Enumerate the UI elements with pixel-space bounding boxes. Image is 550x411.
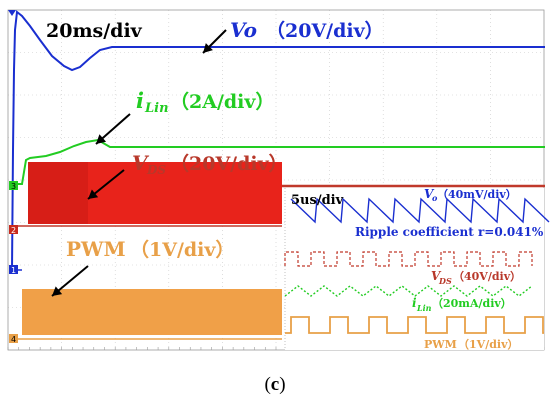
scope-frame [7,9,545,351]
pwm-switching-band [22,289,282,335]
channel-marker-3-icon [9,181,18,190]
vds-sub-label: DS [146,163,166,177]
inset-vo-sub-label: o [432,193,438,203]
channel-markers: 3 2 1 4 [8,10,18,344]
inset-vo-scale-label: （40mV/div） [437,188,517,201]
scope-grid [7,10,545,350]
channel-marker-3-label: 3 [11,182,16,191]
ilin-name-label: i [136,88,144,113]
inset-background [285,188,544,350]
vds-transient-band [28,162,88,224]
pwm-name-label: PWM [66,237,126,261]
vo-arrow-head-icon [203,43,213,53]
inset-pwm-scale-label: （1V/div） [458,338,518,351]
inset-vds-sub-label: DS [438,276,452,286]
channel-marker-2-label: 2 [11,226,16,235]
inset-timebase-label: 5us/div [291,193,344,208]
caption-open: ( [264,374,271,395]
inset-ilin-sub-label: Lin [416,303,432,313]
annotation-arrows [51,29,227,297]
vo-scale-label: （20V/div） [266,19,384,42]
ilin-arrow-head-icon [96,134,107,144]
channel-marker-4-label: 4 [11,335,16,344]
inset-ilin-name-label: i [412,296,417,310]
figure-caption: (c) [0,374,550,396]
caption-letter: c [270,374,280,395]
pwm-scale-label: （1V/div） [130,238,234,261]
vo-name-label: Vo [230,18,257,42]
inset-vds-name-label: V [431,269,442,283]
inset-vo-trace [290,197,550,224]
trigger-marker-icon [8,10,16,16]
inset-vds-scale-label: （40V/div） [453,270,521,283]
vds-scale-label: （20V/div） [170,152,288,175]
channel-marker-1-icon [9,265,18,274]
pwm-arrow-head-icon [52,286,63,296]
vo-trace [11,10,545,271]
trace-layer [10,10,550,350]
main-timebase-label: 20ms/div [46,20,143,42]
inset-ripple-label: Ripple coefficient r=0.041% [355,225,544,239]
ilin-scale-label: （2A/div） [170,90,274,113]
inset-ilin-scale-label: （20mA/div） [432,297,512,310]
inset-pwm-name-label: PWM [424,338,457,351]
inset-vds-trace [284,251,533,267]
channel-marker-1-label: 1 [11,266,16,275]
inset-pwm-trace [285,316,544,334]
vds-name-label: V [132,151,150,175]
vds-arrow-head-icon [88,189,99,199]
channel-marker-4-icon [9,334,18,343]
inset-vo-name-label: V [424,187,435,201]
channel-marker-2-icon [9,225,18,234]
ilin-sub-label: Lin [144,101,169,116]
caption-close: ) [279,374,286,395]
